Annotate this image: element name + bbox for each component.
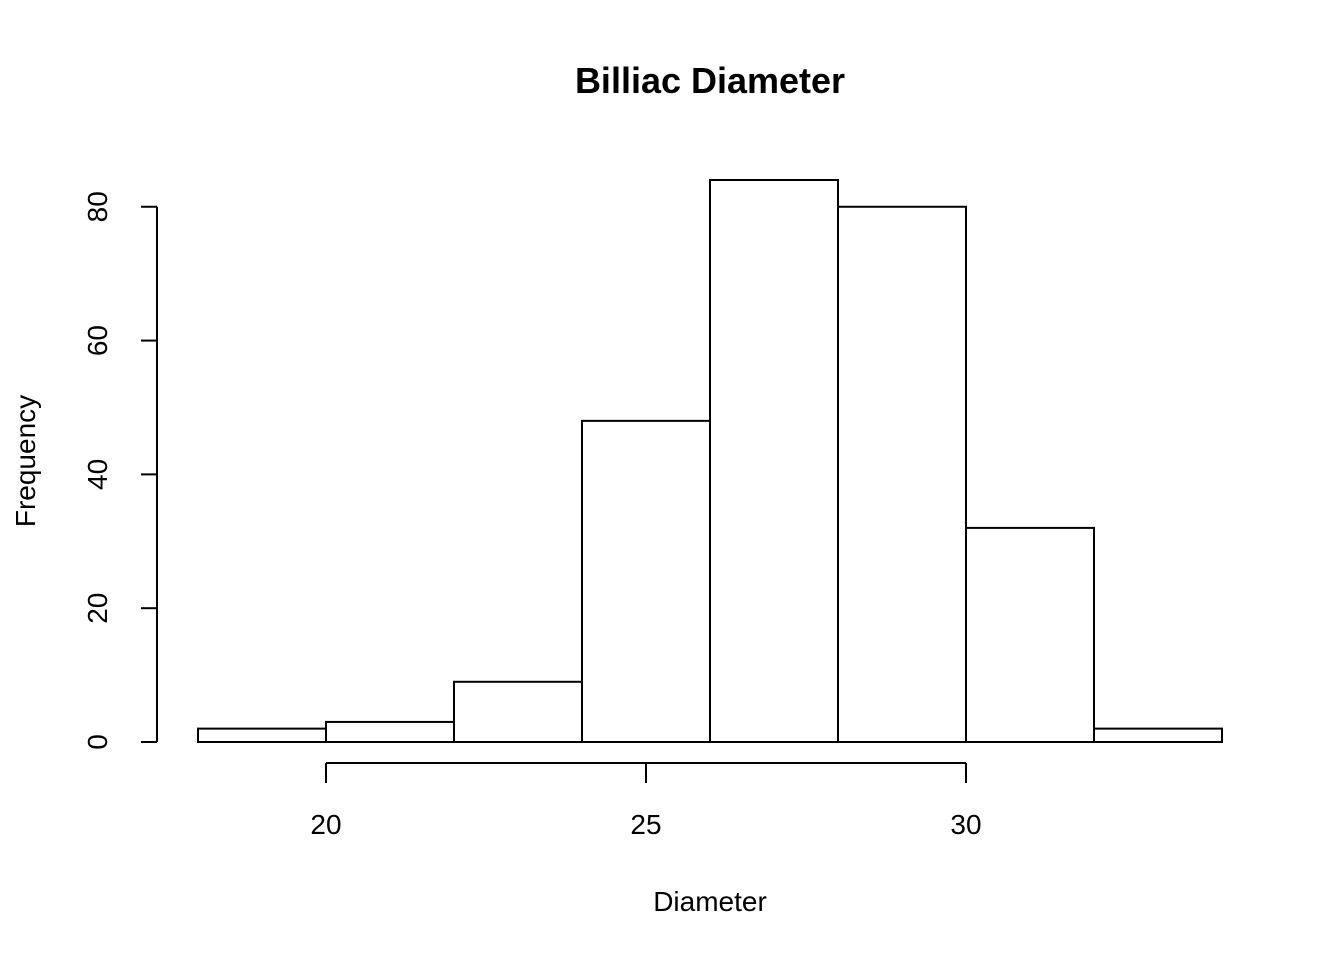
chart-title: Billiac Diameter (575, 60, 845, 101)
histogram-bar-3 (581, 419, 711, 743)
y-tick-label: 20 (82, 593, 113, 624)
x-tick-label: 25 (630, 809, 661, 840)
y-tick-label: 40 (82, 459, 113, 490)
x-tick-label: 30 (950, 809, 981, 840)
y-axis-label: Frequency (10, 395, 41, 527)
y-axis: 0 20 40 60 80 (82, 191, 158, 750)
x-axis: 20 25 30 (310, 762, 982, 840)
x-axis-label: Diameter (653, 886, 767, 917)
bars-group (197, 179, 1223, 744)
y-tick-label: 0 (82, 734, 113, 750)
histogram-bar-4 (709, 179, 839, 743)
y-tick-label: 60 (82, 325, 113, 356)
histogram-bar-7 (1093, 727, 1223, 743)
x-tick-label: 20 (310, 809, 341, 840)
histogram-bar-1 (325, 720, 455, 744)
y-tick-label: 80 (82, 191, 113, 222)
histogram-bar-5 (837, 205, 967, 743)
histogram-bar-0 (197, 727, 327, 743)
histogram-bar-2 (453, 680, 583, 743)
histogram-bar-6 (965, 526, 1095, 744)
